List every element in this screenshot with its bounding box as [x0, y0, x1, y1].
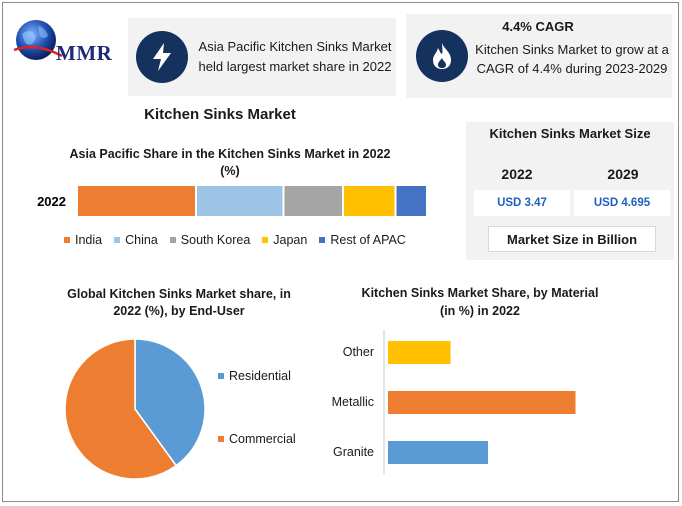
bar-metallic: [388, 391, 576, 414]
legend-swatch: [64, 237, 70, 243]
legend-swatch: [218, 373, 224, 379]
bar-granite: [388, 441, 488, 464]
bar-segment-india: [78, 186, 195, 216]
market-size-title: Kitchen Sinks Market Size: [489, 126, 651, 141]
pie-legend-item-residential: Residential: [218, 369, 291, 383]
category-label-other: Other: [343, 345, 374, 359]
material-bar-chart: Other Metallic Granite: [332, 330, 576, 475]
pie-slice-residential: [134, 338, 206, 467]
lightning-icon: [136, 31, 188, 83]
stacked-bar-legend: India China South Korea Japan Rest of APAC: [64, 233, 406, 247]
material-bar-title: Kitchen Sinks Market Share, by Material …: [361, 286, 599, 318]
legend-item-india: India: [64, 233, 102, 247]
legend-swatch: [262, 237, 269, 243]
legend-label: China: [125, 233, 158, 247]
cagr-title: 4.4% CAGR: [502, 19, 574, 34]
pie-chart-title: Global Kitchen Sinks Market share, in 20…: [67, 287, 291, 318]
legend-item-china: China: [114, 233, 158, 247]
highlight-card-share: Asia Pacific Kitchen Sinks Market held l…: [128, 18, 396, 96]
highlight-card-cagr: 4.4% CAGR Kitchen Sinks Market to grow a…: [406, 14, 672, 98]
legend-label: India: [75, 233, 103, 247]
legend-swatch: [218, 436, 224, 442]
highlight-text: Asia Pacific Kitchen Sinks Market held l…: [198, 39, 392, 74]
legend-label: Japan: [273, 233, 308, 247]
bar-segment-japan: [344, 186, 395, 216]
logo: MMR: [12, 16, 130, 68]
bar-segment-south-korea: [284, 186, 342, 216]
bar-other: [388, 341, 451, 364]
value-2029: USD 4.695: [574, 190, 670, 216]
bar-segment-rest-of-apac: [396, 186, 426, 216]
legend-label: Residential: [229, 369, 291, 383]
legend-label: Rest of APAC: [330, 233, 406, 247]
year-2022-label: 2022: [501, 166, 533, 182]
stacked-bar-title: Asia Pacific Share in the Kitchen Sinks …: [69, 147, 391, 178]
legend-item-japan: Japan: [262, 233, 307, 247]
market-size-caption: Market Size in Billion: [488, 226, 656, 252]
bar-category-label: 2022: [37, 194, 66, 209]
pie-legend-item-commercial: Commercial: [218, 432, 296, 446]
category-label-metallic: Metallic: [332, 395, 374, 409]
legend-swatch: [319, 237, 326, 243]
legend-item-south-korea: South Korea: [169, 233, 251, 247]
logo-text: MMR: [56, 41, 113, 65]
globe-logo-icon: [13, 20, 63, 60]
value-2022: USD 3.47: [474, 190, 570, 216]
category-label-granite: Granite: [333, 445, 374, 459]
main-title: Kitchen Sinks Market: [144, 106, 296, 123]
pie-slice-commercial: [64, 338, 178, 480]
bar-segment-china: [197, 186, 283, 216]
year-2029-label: 2029: [607, 166, 639, 182]
legend-item-rest-of-apac: Rest of APAC: [319, 233, 406, 247]
cagr-text: Kitchen Sinks Market to grow at a CAGR o…: [475, 42, 669, 76]
stacked-bar-chart: 2022: [37, 186, 426, 216]
pie-chart: [64, 338, 206, 480]
flame-icon: [416, 30, 468, 82]
legend-swatch: [114, 237, 121, 243]
legend-label: Commercial: [229, 432, 296, 446]
legend-label: South Korea: [180, 233, 251, 247]
legend-swatch: [169, 237, 176, 243]
market-size-panel: Kitchen Sinks Market Size 2022 2029 USD …: [466, 122, 674, 260]
